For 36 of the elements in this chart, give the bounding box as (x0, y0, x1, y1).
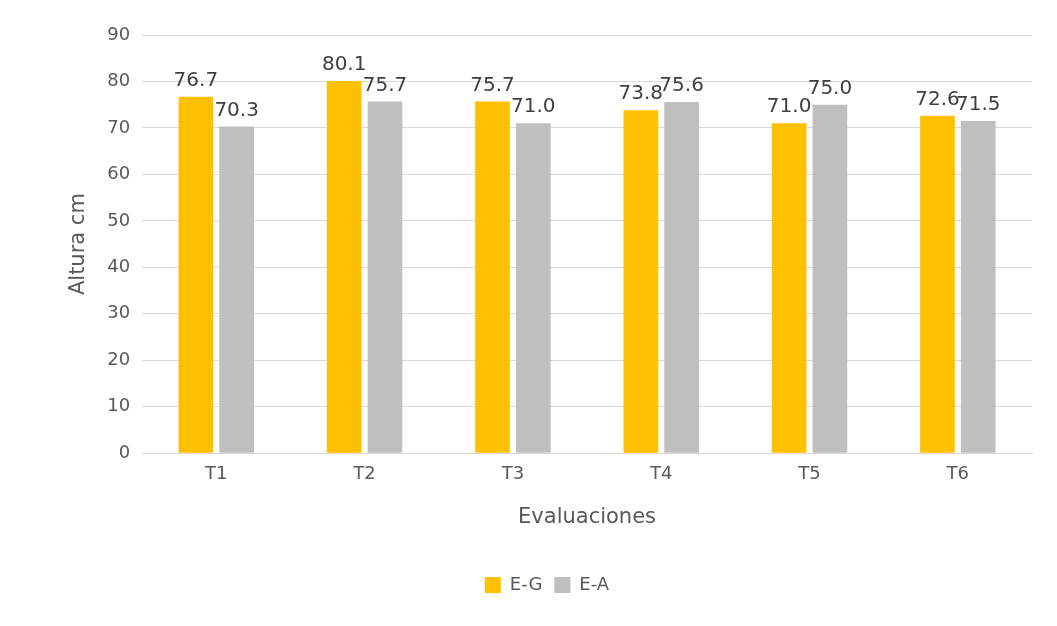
bar (475, 101, 510, 453)
y-tick-label: 40 (107, 255, 131, 277)
x-tick-label: T1 (204, 461, 228, 483)
y-tick-label: 50 (107, 208, 131, 230)
bar (664, 101, 699, 453)
bar (771, 123, 807, 453)
y-tick-label: 20 (107, 347, 131, 369)
x-tick-label: T6 (945, 461, 970, 483)
y-tick-label: 80 (107, 69, 131, 91)
legend-label: E-A (579, 572, 610, 594)
bar (920, 115, 955, 453)
bar (178, 96, 214, 453)
y-tick-label: 60 (107, 162, 131, 184)
bar (960, 120, 996, 453)
x-tick-label: T3 (500, 461, 525, 483)
y-axis-title: Altura cm (65, 193, 90, 296)
data-label: 75.7 (470, 71, 515, 96)
x-tick-label: T4 (648, 461, 673, 483)
y-tick-label: 30 (107, 301, 131, 323)
y-tick-label: 0 (118, 440, 131, 462)
y-tick-label: 90 (107, 22, 131, 44)
bar (367, 101, 403, 453)
y-tick-label: 70 (107, 115, 131, 137)
x-tick-label: T2 (352, 461, 376, 483)
y-tick-label: 10 (107, 394, 131, 416)
data-label: 70.3 (214, 96, 259, 121)
bar (515, 123, 551, 453)
x-axis-title: Evaluaciones (518, 503, 657, 528)
legend-label: E-G (509, 572, 543, 594)
bar (812, 104, 848, 453)
bar (326, 81, 362, 453)
data-label: 76.7 (173, 67, 219, 91)
data-label: 71.0 (511, 93, 556, 118)
bar (623, 110, 659, 453)
x-tick-label: T5 (797, 461, 821, 483)
bar (219, 126, 254, 453)
